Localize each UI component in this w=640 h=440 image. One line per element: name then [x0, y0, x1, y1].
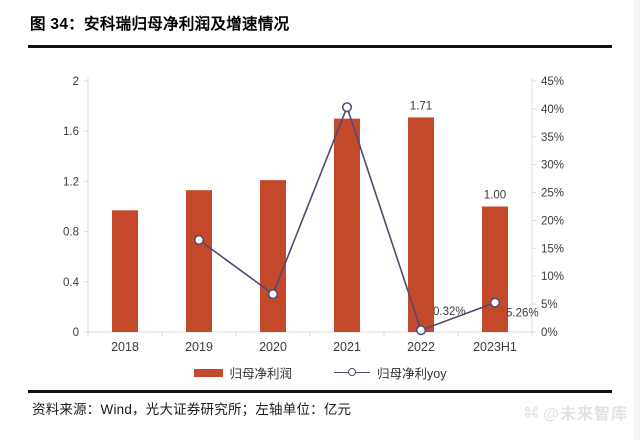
marker-2023H1 [489, 297, 501, 308]
line-point-labels: 0.32% 5.26% [433, 306, 539, 319]
svg-text:1.71: 1.71 [410, 100, 432, 112]
marker-2020 [267, 289, 279, 300]
watermark-text: @未来智库 [543, 406, 628, 423]
bar-value-labels: 1.71 1.00 [410, 100, 506, 201]
svg-text:2022: 2022 [407, 340, 435, 354]
svg-text:2020: 2020 [259, 340, 287, 354]
svg-text:35%: 35% [541, 132, 564, 144]
svg-text:20%: 20% [541, 215, 564, 227]
bar-2021 [334, 118, 360, 333]
x-axis-ticks [87, 332, 533, 336]
chart-legend: 归母净利润 归母净利yoy [0, 363, 640, 382]
axes [87, 78, 533, 333]
svg-text:45%: 45% [541, 76, 564, 88]
marker-2022 [415, 325, 427, 336]
svg-text:0.8: 0.8 [63, 227, 79, 239]
svg-text:0: 0 [73, 327, 79, 339]
bar-2022 [408, 117, 434, 333]
legend-label-yoy: 归母净利yoy [377, 367, 447, 381]
footer-divider [28, 390, 612, 393]
line-marker-swatch-icon [334, 368, 371, 377]
svg-text:5%: 5% [541, 299, 558, 311]
svg-text:0.32%: 0.32% [433, 306, 466, 318]
bar-series [112, 117, 508, 333]
x-axis-labels: 2018 2019 2020 2021 2022 2023H1 [111, 340, 517, 354]
svg-text:30%: 30% [541, 160, 564, 172]
paw-icon [525, 406, 539, 418]
svg-text:25%: 25% [541, 188, 564, 200]
svg-text:2023H1: 2023H1 [473, 340, 517, 354]
combo-chart-canvas: 2 1.6 1.2 0.8 0.4 0 45% 40% 35% 30% 25% 20% 15% 10% 5%… [63, 76, 564, 354]
legend-label-net-profit: 归母净利润 [229, 367, 293, 381]
line-series [193, 102, 501, 336]
svg-text:10%: 10% [541, 271, 564, 283]
bar-2020 [260, 180, 286, 332]
svg-text:5.26%: 5.26% [506, 308, 539, 320]
legend-item-net-profit: 归母净利润 [193, 363, 293, 382]
svg-text:2: 2 [73, 76, 79, 88]
bar-series-swatch-icon [193, 368, 223, 377]
figure-title: 图 34：安科瑞归母净利润及增速情况 [30, 16, 290, 33]
svg-text:0%: 0% [541, 327, 558, 339]
watermark: @未来智库 [523, 400, 628, 424]
svg-text:1.6: 1.6 [63, 126, 79, 138]
svg-text:40%: 40% [541, 104, 564, 116]
page-edge-strip [634, 0, 640, 440]
svg-text:2021: 2021 [333, 340, 361, 354]
legend-item-yoy: 归母净利yoy [334, 363, 446, 382]
marker-2021 [341, 102, 353, 113]
source-note: 资料来源：Wind，光大证券研究所；左轴单位：亿元 [32, 402, 352, 417]
right-axis-ticks: 45% 40% 35% 30% 25% 20% 15% 10% 5% 0% [532, 76, 564, 339]
left-axis-ticks: 2 1.6 1.2 0.8 0.4 0 [63, 76, 88, 339]
svg-text:1.2: 1.2 [63, 176, 79, 188]
svg-text:2018: 2018 [111, 340, 139, 354]
svg-text:2019: 2019 [185, 340, 213, 354]
bar-2019 [186, 190, 212, 332]
line-swatch-dot [348, 368, 357, 377]
bar-2023H1 [482, 206, 508, 332]
marker-2019 [193, 234, 205, 246]
svg-text:1.00: 1.00 [484, 190, 506, 202]
title-divider [28, 45, 612, 48]
bar-2018 [112, 210, 138, 332]
svg-text:15%: 15% [541, 243, 564, 255]
svg-text:0.4: 0.4 [63, 277, 80, 289]
